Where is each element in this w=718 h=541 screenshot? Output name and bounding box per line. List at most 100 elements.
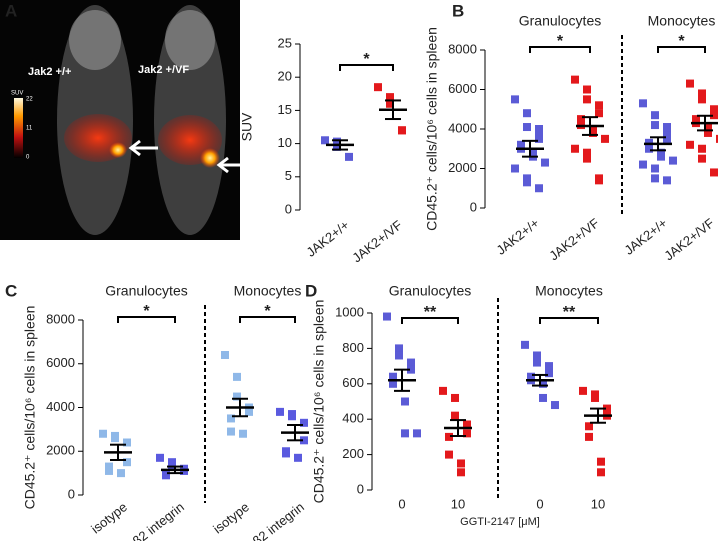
data-point [577, 115, 585, 124]
y-tick-label: 0 [285, 201, 292, 216]
y-tick-label: 25 [278, 35, 292, 50]
panel-label: D [305, 281, 317, 300]
group-label: Granulocytes [519, 13, 601, 29]
data-point [457, 468, 465, 477]
group-label: Granulocytes [105, 283, 187, 299]
panel-label: C [5, 281, 17, 300]
data-point [105, 466, 113, 475]
y-tick-label: 800 [342, 340, 364, 355]
data-point [445, 432, 453, 441]
data-point [99, 429, 107, 438]
y-tick-label: 0 [68, 486, 75, 501]
data-point [333, 142, 341, 151]
data-point [383, 312, 391, 321]
scale-title: SUV [11, 91, 23, 97]
data-point [123, 458, 131, 467]
data-point [123, 438, 131, 447]
y-tick-label: 6000 [46, 355, 75, 370]
data-point [523, 123, 531, 132]
y-axis-label: CD45.2⁺ cells/10⁶ cells in spleen [424, 27, 440, 231]
group-label: Monocytes [234, 283, 302, 299]
data-point [374, 83, 382, 92]
x-tick-label: JAK2+/+ [303, 217, 352, 260]
data-point [539, 379, 547, 388]
data-point [651, 164, 659, 173]
data-point [663, 134, 671, 143]
significance-label: * [678, 33, 685, 50]
significance-label: * [557, 33, 564, 50]
data-point [395, 344, 403, 353]
data-point [345, 152, 353, 161]
data-point [601, 134, 609, 143]
data-point [589, 128, 597, 137]
data-point [389, 372, 397, 381]
y-axis-label: CD45.2⁺ cells/10⁶ cells in spleen [22, 306, 38, 510]
data-point [321, 136, 329, 145]
data-point [233, 392, 241, 401]
significance-bracket [539, 317, 599, 324]
x-tick-label: JAK2+/VF [546, 215, 602, 263]
data-point [389, 379, 397, 388]
data-point [704, 128, 712, 137]
y-tick-label: 2000 [448, 160, 477, 175]
group-label: Granulocytes [389, 283, 471, 299]
x-tick-label: JAK2+/VF [349, 217, 405, 265]
data-point [545, 362, 553, 371]
data-point [597, 468, 605, 477]
data-point [585, 422, 593, 431]
significance-bracket [339, 64, 394, 71]
data-point [710, 111, 718, 120]
data-point [591, 393, 599, 402]
data-point [288, 412, 296, 421]
y-tick-label: 2000 [46, 443, 75, 458]
significance-bracket [401, 317, 459, 324]
data-point [386, 93, 394, 102]
data-point [571, 144, 579, 153]
data-point [521, 340, 529, 349]
data-point [595, 176, 603, 185]
data-point [111, 434, 119, 443]
significance-bracket [117, 316, 176, 323]
group-label: Monocytes [535, 283, 603, 299]
data-point [227, 414, 235, 423]
data-point [657, 152, 665, 161]
data-point [463, 429, 471, 438]
data-point [710, 105, 718, 114]
panel-label: B [452, 1, 464, 20]
data-point [395, 351, 403, 360]
y-tick-label: 8000 [46, 311, 75, 326]
data-point [407, 358, 415, 367]
data-point [583, 154, 591, 163]
data-point [407, 365, 415, 374]
y-tick-label: 20 [278, 69, 292, 84]
y-tick-label: 200 [342, 446, 364, 461]
significance-label: * [143, 303, 150, 320]
data-point [162, 471, 170, 480]
scale-tick: 11 [26, 126, 33, 132]
data-point [239, 429, 247, 438]
data-point [571, 75, 579, 84]
data-point [233, 372, 241, 381]
data-point [294, 453, 302, 462]
data-point [651, 174, 659, 183]
data-point [333, 137, 341, 146]
y-tick-label: 4000 [46, 399, 75, 414]
x-tick-label: β2 integrin [130, 499, 187, 541]
image-label: Jak2 +/+ [28, 66, 71, 78]
y-tick-label: 6000 [448, 81, 477, 96]
data-point [245, 407, 253, 416]
x-tick-label: 0 [536, 496, 543, 511]
data-point [445, 450, 453, 459]
data-point [221, 351, 229, 359]
significance-label: ** [563, 304, 576, 321]
data-point [704, 123, 712, 132]
data-point [398, 126, 406, 135]
data-point [227, 427, 235, 436]
y-tick-label: 8000 [448, 41, 477, 56]
data-point [579, 386, 587, 395]
y-tick-label: 4000 [448, 120, 477, 135]
y-tick-label: 1000 [335, 304, 364, 319]
x-tick-label: JAK2+/+ [493, 215, 542, 258]
data-point [523, 109, 531, 118]
data-point [523, 178, 531, 187]
